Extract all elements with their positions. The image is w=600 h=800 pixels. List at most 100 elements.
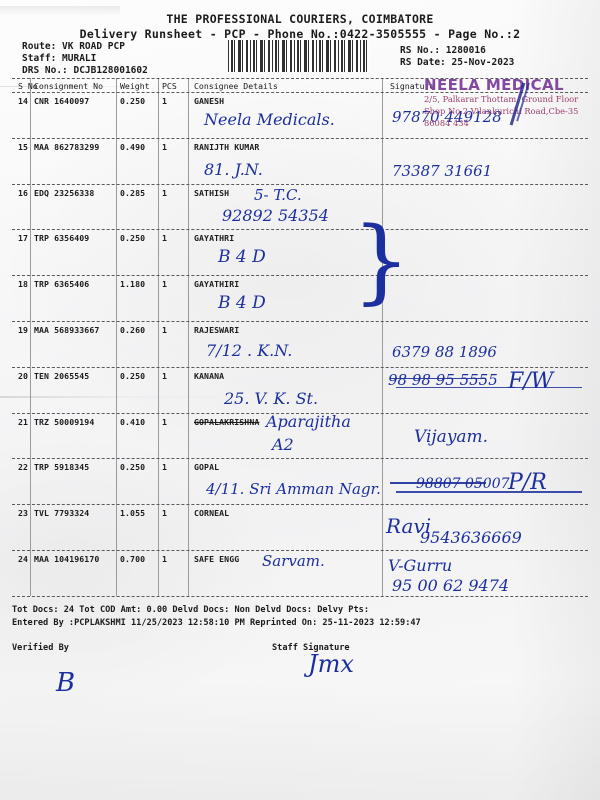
table-row-separator bbox=[12, 275, 588, 277]
cell-weight: 0.285 bbox=[120, 187, 146, 198]
cell-serial-number: 16 bbox=[18, 187, 29, 198]
handwritten-brace-mark: } bbox=[352, 207, 411, 315]
cell-weight: 0.250 bbox=[120, 370, 146, 381]
cell-serial-number: 21 bbox=[18, 416, 29, 427]
handwritten-signature: V-Gurru bbox=[388, 556, 453, 575]
paper-shadow bbox=[0, 680, 600, 800]
handwritten-signature: 73387 31661 bbox=[392, 161, 493, 180]
cell-weight: 0.250 bbox=[120, 462, 146, 473]
handwritten-signature: 98807 05007 bbox=[416, 476, 510, 493]
cell-pcs: 1 bbox=[162, 187, 168, 198]
handwritten-consignee-note: Sarvam. bbox=[262, 552, 325, 570]
cell-weight: 1.180 bbox=[120, 279, 146, 290]
cell-serial-number: 20 bbox=[18, 370, 29, 381]
staff-signature-mark: Jmx bbox=[308, 650, 354, 678]
cell-weight: 0.410 bbox=[120, 416, 146, 427]
cell-serial-number: 23 bbox=[18, 508, 29, 519]
table-row-separator bbox=[12, 550, 588, 551]
cell-serial-number: 18 bbox=[18, 279, 29, 290]
handwritten-signature: Vijayam. bbox=[414, 426, 489, 447]
handwritten-consignee-note: 25. V. K. St. bbox=[224, 388, 319, 408]
document-title: THE PROFESSIONAL COURIERS, COIMBATORE bbox=[166, 12, 434, 26]
cell-consignment-number: MAA 568933667 bbox=[34, 325, 100, 335]
handwritten-signature: 97870 449128 bbox=[392, 108, 502, 126]
handwritten-signature: Ravi bbox=[386, 514, 432, 539]
cell-serial-number: 15 bbox=[18, 141, 29, 152]
handwritten-delivery-note: P/R bbox=[508, 470, 547, 496]
cell-pcs: 1 bbox=[162, 141, 168, 152]
table-row-separator bbox=[12, 92, 588, 93]
handwritten-consignee-note: Aparajitha bbox=[266, 411, 351, 431]
cell-weight: 1.055 bbox=[120, 508, 146, 519]
cell-consignee-details: GOPAL bbox=[194, 462, 220, 473]
handwritten-signature-2: 9543636669 bbox=[420, 528, 522, 548]
cell-pcs: 1 bbox=[162, 96, 168, 106]
rs-number-label: RS No.: 1280016 bbox=[400, 45, 486, 56]
totals-line: Tot Docs: 24 Tot COD Amt: 0.00 Delvd Doc… bbox=[12, 605, 369, 615]
cell-serial-number: 14 bbox=[18, 96, 29, 106]
handwritten-delivery-note: F/W bbox=[508, 368, 554, 394]
handwritten-consignee-note: 81. J.N. bbox=[204, 159, 263, 179]
cell-consignee-details: GAYATHIRI bbox=[194, 279, 240, 290]
verified-by-signature: B bbox=[56, 668, 76, 698]
cell-weight: 0.700 bbox=[120, 554, 146, 564]
cell-pcs: 1 bbox=[162, 370, 168, 381]
cell-serial-number: 24 bbox=[18, 554, 29, 564]
table-row-separator bbox=[12, 229, 588, 231]
pen-strikeout bbox=[390, 482, 486, 484]
column-header-pcs: PCS bbox=[162, 81, 177, 91]
cell-weight: 0.260 bbox=[120, 325, 146, 335]
cell-consignment-number: TRP 6365406 bbox=[34, 279, 90, 290]
handwritten-consignee-note: B 4 D bbox=[218, 247, 266, 268]
table-column-rule bbox=[116, 78, 117, 596]
handwritten-consignee-note: 7/12 . K.N. bbox=[206, 341, 293, 360]
cell-serial-number: 17 bbox=[18, 233, 29, 244]
handwritten-consignee-note: 5- T.C. bbox=[254, 185, 302, 204]
column-header-consignment-no: Consignment No bbox=[34, 81, 104, 91]
pen-underline bbox=[396, 386, 582, 388]
drs-number-label: DRS No.: DCJB128001602 bbox=[22, 65, 148, 76]
table-row-separator bbox=[12, 78, 588, 79]
table-row-separator bbox=[12, 366, 588, 368]
cell-consignment-number: MAA 104196170 bbox=[34, 554, 100, 564]
table-row-separator bbox=[12, 504, 588, 506]
cell-consignee-details: RANIJTH KUMAR bbox=[194, 141, 260, 152]
cell-consignment-number: TVL 7793324 bbox=[34, 508, 90, 519]
table-row-separator bbox=[12, 321, 588, 322]
table-row-separator bbox=[12, 183, 588, 185]
cell-consignment-number: TRZ 50009194 bbox=[34, 416, 95, 427]
cell-consignee-details: GAYATHRI bbox=[194, 233, 235, 244]
table-column-rule bbox=[188, 78, 189, 596]
handwritten-consignee-note: Neela Medicals. bbox=[204, 110, 335, 129]
cell-weight: 0.250 bbox=[120, 96, 146, 106]
pen-underline bbox=[396, 491, 582, 493]
entered-by-line: Entered By :PCPLAKSHMI 11/25/2023 12:58:… bbox=[12, 618, 421, 628]
handwritten-consignee-note: B 4 D bbox=[218, 293, 266, 314]
cell-consignee-details: RAJESWARI bbox=[194, 325, 240, 335]
handwritten-consignee-note-2: 92892 54354 bbox=[222, 205, 329, 225]
cell-consignee-details: GOPALAKRISHNA bbox=[194, 416, 260, 427]
cell-consignment-number: TRP 6356409 bbox=[34, 233, 90, 244]
verified-by-label: Verified By bbox=[12, 643, 69, 653]
staff-signature-label: Staff Signature bbox=[272, 643, 350, 653]
cell-consignment-number: CNR 1640097 bbox=[34, 96, 90, 106]
handwritten-consignee-note-2: A2 bbox=[272, 434, 294, 454]
cell-consignee-details: CORNEAL bbox=[194, 508, 230, 519]
cell-consignee-details: KANANA bbox=[194, 370, 225, 381]
cell-consignee-details: SATHISH bbox=[194, 187, 230, 198]
cell-weight: 0.490 bbox=[120, 141, 146, 152]
cell-pcs: 1 bbox=[162, 554, 168, 564]
staff-label: Staff: MURALI bbox=[22, 53, 97, 64]
cell-weight: 0.250 bbox=[120, 233, 146, 244]
document-subtitle: Delivery Runsheet - PCP - Phone No.:0422… bbox=[79, 27, 521, 41]
handwritten-signature: 6379 88 1896 bbox=[392, 343, 497, 361]
column-header-weight: Weight bbox=[120, 81, 150, 91]
route-label: Route: VK ROAD PCP bbox=[22, 41, 125, 52]
cell-pcs: 1 bbox=[162, 233, 168, 244]
table-row-separator bbox=[12, 412, 588, 414]
cell-pcs: 1 bbox=[162, 325, 168, 335]
table-column-rule bbox=[382, 78, 383, 596]
cell-consignee-details: SAFE ENGG bbox=[194, 554, 240, 564]
runsheet-table: S No Consignment No Weight PCS Consignee Det… bbox=[12, 78, 588, 597]
table-row-separator bbox=[12, 137, 588, 139]
